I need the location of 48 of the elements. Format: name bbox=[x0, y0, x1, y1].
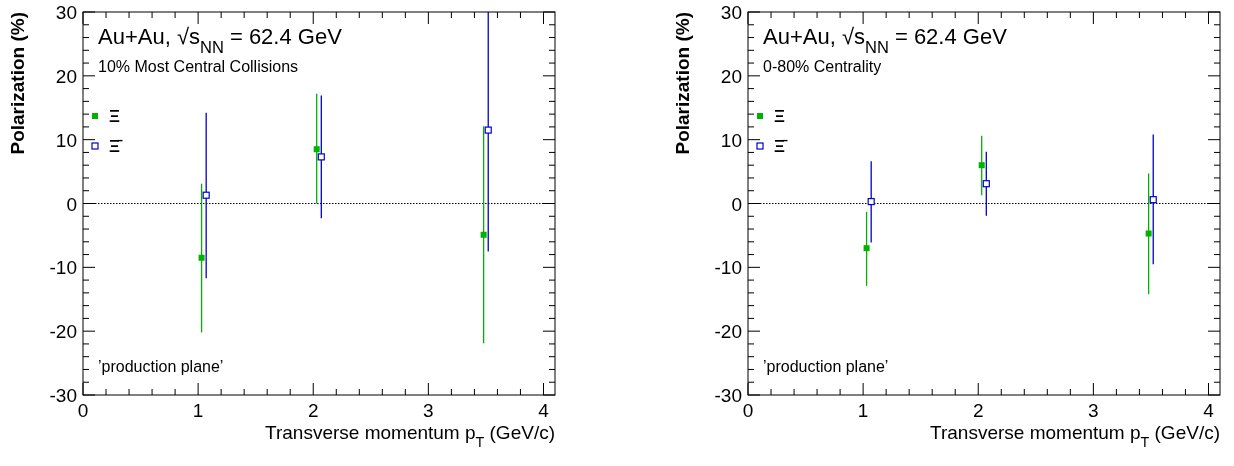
y-axis-title: Polarization (%) bbox=[7, 12, 28, 155]
x-tick-label: 4 bbox=[538, 400, 550, 421]
text: Au+Au, √s$_{NN}$ = 62.4 GeV bbox=[763, 24, 1008, 56]
x-tick-label: 1 bbox=[857, 400, 869, 421]
legend-label: Ξ bbox=[109, 107, 120, 126]
point bbox=[480, 231, 487, 238]
point bbox=[1149, 196, 1157, 204]
point bbox=[982, 180, 990, 188]
y-tick-label: 0 bbox=[66, 193, 77, 215]
y-tick-label: -10 bbox=[49, 257, 77, 279]
legend-label: Ξ̄ bbox=[109, 137, 123, 156]
x-tick-label: 2 bbox=[972, 400, 984, 421]
text: 10% Most Central Collisions bbox=[98, 58, 299, 75]
x-axis-title: Transverse momentum p$_{T}$ (GeV/c) bbox=[930, 422, 1220, 450]
x-tick-label: 3 bbox=[423, 400, 434, 421]
y-tick-label: 10 bbox=[720, 129, 742, 151]
annotation: ’production plane’ bbox=[98, 358, 224, 375]
x-axis-title: Transverse momentum p$_{T}$ (GeV/c) bbox=[265, 422, 555, 450]
x-tick-label: 4 bbox=[1203, 400, 1215, 421]
y-tick-label: -30 bbox=[49, 385, 77, 406]
y-tick-label: 20 bbox=[55, 65, 77, 87]
y-tick-label: 30 bbox=[720, 2, 742, 23]
y-tick-label: -20 bbox=[714, 321, 742, 343]
point bbox=[1145, 230, 1152, 237]
point bbox=[867, 197, 875, 206]
x-tick-label: 3 bbox=[1088, 400, 1099, 421]
point bbox=[863, 245, 870, 252]
text: Au+Au, √s$_{NN}$ = 62.4 GeV bbox=[98, 24, 343, 56]
point bbox=[484, 126, 492, 134]
legend-label: Ξ̄ bbox=[774, 137, 788, 156]
y-tick-label: -20 bbox=[49, 321, 77, 343]
y-tick-label: 0 bbox=[731, 193, 742, 215]
y-tick-label: -30 bbox=[714, 385, 742, 406]
point bbox=[202, 191, 210, 199]
point bbox=[978, 162, 985, 169]
y-axis-title: Polarization (%) bbox=[672, 12, 693, 155]
point bbox=[198, 254, 205, 261]
point bbox=[313, 146, 320, 153]
legend-label: Ξ bbox=[774, 107, 785, 126]
point bbox=[317, 153, 325, 161]
text: 0-80% Centrality bbox=[763, 58, 882, 75]
y-tick-label: 10 bbox=[55, 129, 77, 151]
y-tick-label: 20 bbox=[720, 65, 742, 87]
x-tick-label: 2 bbox=[307, 400, 319, 421]
y-tick-label: -10 bbox=[714, 257, 742, 279]
x-tick-label: 1 bbox=[192, 400, 204, 421]
y-tick-label: 30 bbox=[55, 2, 77, 23]
annotation: ’production plane’ bbox=[763, 358, 889, 375]
